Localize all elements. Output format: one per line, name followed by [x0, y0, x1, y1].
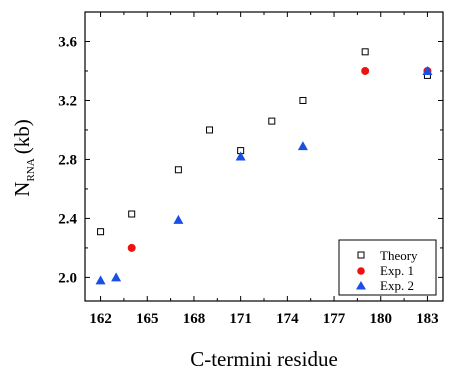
point-exp-2 — [111, 272, 122, 282]
y-tick-label: 2.0 — [58, 270, 77, 286]
tick-labels: 162 165 168 171 174 177 180 183 2.0 2.4 2.8 3.2 3.6 — [58, 34, 438, 327]
point-exp-2 — [95, 275, 106, 285]
point-theory — [268, 117, 276, 125]
point-exp-1 — [361, 66, 370, 75]
legend-label-theory: Theory — [380, 248, 418, 263]
axis-ticks — [85, 12, 443, 301]
x-tick-label: 165 — [136, 311, 159, 327]
point-exp-2 — [173, 214, 184, 224]
point-exp-2 — [297, 141, 308, 151]
x-tick-label: 168 — [183, 311, 206, 327]
point-theory — [97, 228, 105, 236]
point-theory — [206, 126, 214, 134]
x-tick-label: 171 — [229, 311, 252, 327]
x-tick-label: 183 — [416, 311, 439, 327]
legend-box — [338, 239, 437, 296]
point-theory — [174, 166, 182, 174]
x-tick-label: 177 — [323, 311, 346, 327]
y-tick-label: 2.8 — [58, 152, 77, 168]
point-theory — [128, 210, 136, 218]
y-axis-title-main: N — [10, 182, 34, 197]
point-theory — [361, 48, 369, 56]
legend-label-exp2: Exp. 2 — [380, 278, 414, 293]
y-axis-title-unit: (kb) — [10, 119, 34, 154]
x-axis-title: C-termini residue — [190, 347, 338, 371]
point-theory — [299, 96, 307, 104]
x-tick-label: 162 — [89, 311, 112, 327]
legend: Theory Exp. 1 Exp. 2 — [338, 239, 437, 296]
y-tick-label: 3.6 — [58, 34, 77, 50]
x-tick-label: 174 — [276, 311, 299, 327]
svg-text:NRNA(kb): NRNA (kb) — [10, 119, 37, 196]
legend-marker-exp2 — [356, 281, 366, 290]
y-tick-label: 2.4 — [58, 211, 77, 227]
y-axis-title-subscript: RNA — [25, 158, 37, 181]
y-axis-title: NRNA (kb) — [10, 119, 37, 196]
point-exp-2 — [235, 151, 246, 161]
data-points — [95, 48, 433, 285]
legend-marker-theory — [357, 251, 365, 259]
point-exp-2 — [422, 65, 433, 75]
y-tick-label: 3.2 — [58, 93, 77, 109]
legend-label-exp1: Exp. 1 — [380, 263, 414, 278]
point-exp-1 — [127, 243, 136, 252]
legend-marker-exp1 — [357, 267, 365, 275]
x-tick-label: 180 — [369, 311, 392, 327]
